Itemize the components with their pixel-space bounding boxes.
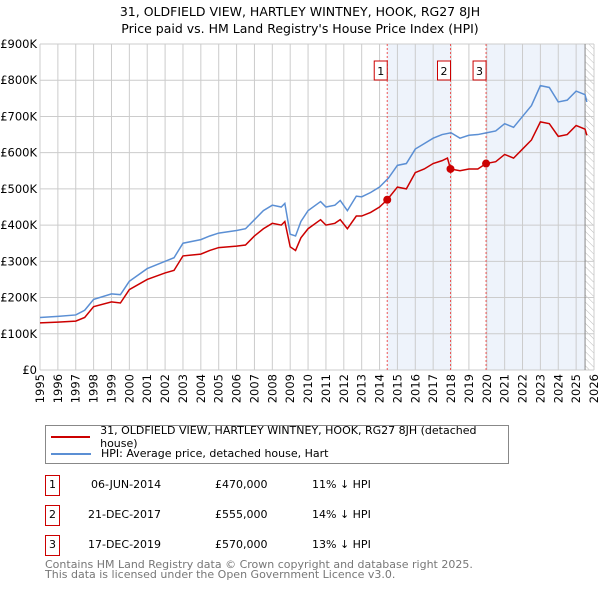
chart-title: 31, OLDFIELD VIEW, HARTLEY WINTNEY, HOOK… (0, 3, 600, 37)
x-tick-label: 2017 (426, 374, 440, 403)
legend-swatch (51, 452, 91, 455)
legend: 31, OLDFIELD VIEW, HARTLEY WINTNEY, HOOK… (45, 424, 509, 464)
footer-line: This data is licensed under the Open Gov… (45, 568, 396, 581)
sale-hpi-diff: 14% ↓ HPI (312, 508, 371, 521)
x-tick-label: 2022 (516, 374, 530, 403)
x-tick-label: 2018 (444, 374, 458, 403)
legend-item-hpi: HPI: Average price, detached house, Hart (46, 445, 328, 462)
sale-date: 17-DEC-2019 (88, 538, 162, 551)
x-tick-label: 1996 (51, 374, 65, 403)
sale-point (482, 159, 491, 168)
y-tick-label: £0 (22, 363, 37, 377)
legend-item-property: 31, OLDFIELD VIEW, HARTLEY WINTNEY, HOOK… (46, 424, 508, 450)
forecast-hatch (585, 44, 594, 370)
sale-point (383, 195, 392, 204)
y-tick-label: £400K (0, 218, 37, 232)
sale-date: 06-JUN-2014 (91, 478, 162, 491)
sale-row: 1 06-JUN-2014 £470,000 11% ↓ HPI (45, 475, 505, 496)
y-tick-label: £500K (0, 182, 37, 196)
x-tick-label: 2006 (230, 374, 244, 403)
x-tick-label: 2026 (587, 374, 600, 403)
sale-label: 2 (440, 65, 447, 78)
y-tick-label: £100K (0, 327, 37, 341)
sale-label: 3 (476, 65, 483, 78)
sale-marker-box: 1 (45, 475, 60, 496)
footer-line: Contains HM Land Registry data © Crown c… (45, 558, 473, 571)
y-tick-label: £300K (0, 254, 37, 268)
x-tick-label: 2005 (212, 374, 226, 403)
sale-price: £470,000 (215, 478, 268, 491)
x-tick-label: 2016 (408, 374, 422, 403)
sale-marker-box: 3 (45, 535, 60, 556)
x-tick-label: 2020 (480, 374, 494, 403)
x-tick-label: 2021 (498, 374, 512, 403)
sale-marker-box: 2 (45, 505, 60, 526)
sale-label-box (436, 60, 451, 81)
price-chart: 1995 1996 1997 1998 1999 2000 2001 2002 2003 2004… (0, 37, 600, 403)
sale-label-box (472, 60, 487, 81)
x-tick-label: 2011 (319, 374, 333, 403)
x-tick-label: 2000 (122, 374, 136, 403)
x-tick-label: 2008 (265, 374, 279, 403)
subtitle-line: Price paid vs. HM Land Registry's House … (121, 21, 479, 36)
sale-point (446, 164, 455, 173)
x-tick-label: 2009 (283, 374, 297, 403)
x-tick-label: 2002 (158, 374, 172, 403)
x-tick-label: 2010 (301, 374, 315, 403)
x-tick-label: 2007 (247, 374, 261, 403)
y-tick-label: £800K (0, 73, 37, 87)
y-tick-label: £900K (0, 37, 37, 51)
sale-price: £555,000 (215, 508, 268, 521)
y-tick-label: £200K (0, 291, 37, 305)
legend-swatch (51, 435, 91, 438)
x-tick-label: 1999 (104, 374, 118, 403)
x-tick-label: 1997 (69, 374, 83, 403)
x-tick-label: 2004 (194, 374, 208, 403)
sale-row: 3 17-DEC-2019 £570,000 13% ↓ HPI (45, 535, 505, 556)
shaded-region (486, 44, 586, 370)
sale-hpi-diff: 11% ↓ HPI (312, 478, 371, 491)
sale-date: 21-DEC-2017 (88, 508, 162, 521)
sale-price: £570,000 (215, 538, 268, 551)
x-tick-label: 2001 (140, 374, 154, 403)
y-tick-label: £600K (0, 146, 37, 160)
legend-label: HPI: Average price, detached house, Hart (101, 447, 329, 460)
x-tick-label: 2023 (533, 374, 547, 403)
x-tick-label: 1998 (87, 374, 101, 403)
x-tick-label: 2024 (551, 374, 565, 403)
legend-label: 31, OLDFIELD VIEW, HARTLEY WINTNEY, HOOK… (100, 423, 477, 450)
title-line: 31, OLDFIELD VIEW, HARTLEY WINTNEY, HOOK… (119, 4, 481, 19)
footer: Contains HM Land Registry data © Crown c… (45, 558, 473, 581)
x-tick-label: 2025 (569, 374, 583, 403)
hpi-line (39, 84, 588, 319)
x-tick-label: 1995 (33, 374, 47, 403)
x-tick-label: 2015 (390, 374, 404, 403)
shaded-region (387, 44, 451, 370)
x-tick-label: 2013 (355, 374, 369, 403)
sale-hpi-diff: 13% ↓ HPI (312, 538, 371, 551)
y-tick-label: £700K (0, 109, 37, 123)
x-tick-label: 2019 (462, 374, 476, 403)
sale-row: 2 21-DEC-2017 £555,000 14% ↓ HPI (45, 505, 505, 526)
sale-label: 1 (377, 65, 384, 78)
x-tick-label: 2003 (176, 374, 190, 403)
x-tick-label: 2012 (337, 374, 351, 403)
x-tick-label: 2014 (373, 374, 387, 403)
sale-label-box (373, 60, 388, 81)
property-price-line (39, 121, 588, 324)
